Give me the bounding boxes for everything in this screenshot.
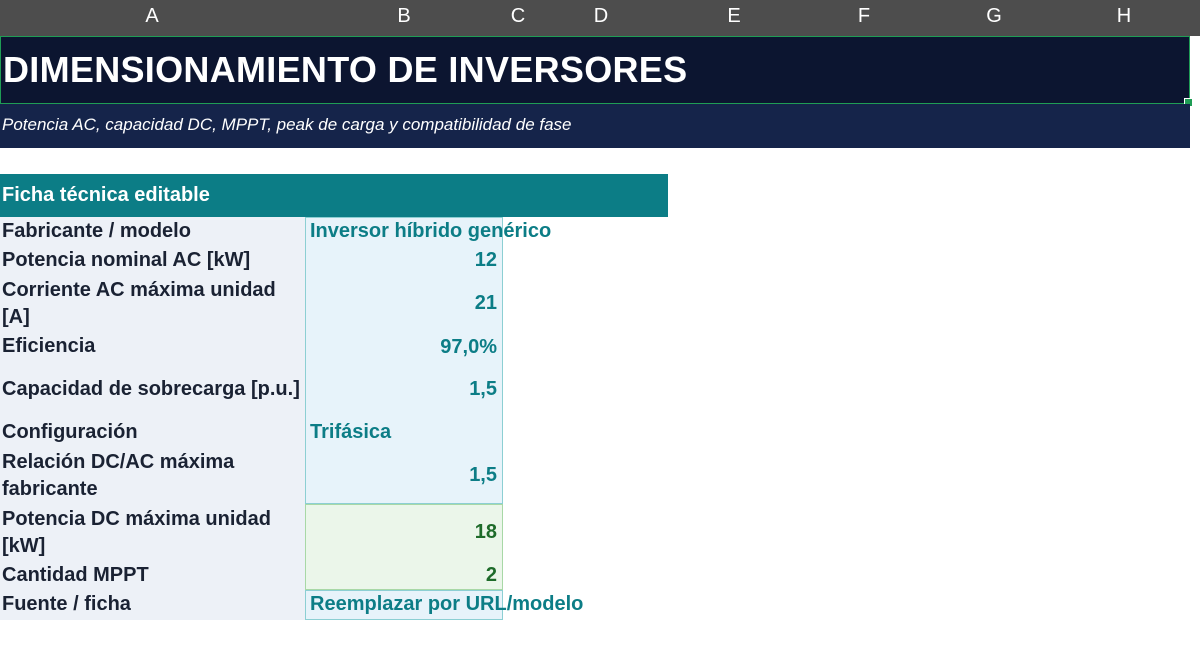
value-potencia-nominal[interactable]: 12 bbox=[474, 249, 497, 271]
value-cantidad-mppt[interactable]: 2 bbox=[485, 564, 497, 586]
label-relacion-dc-ac[interactable]: Relación DC/AC máxima fabricante bbox=[2, 451, 235, 500]
label-potencia-nominal[interactable]: Potencia nominal AC [kW] bbox=[2, 249, 251, 271]
label-sobrecarga[interactable]: Capacidad de sobrecarga [p.u.] bbox=[2, 378, 300, 400]
label-configuracion[interactable]: Configuración bbox=[2, 421, 138, 443]
input-cells-block bbox=[305, 217, 503, 504]
column-header-c[interactable]: C bbox=[510, 5, 526, 27]
title-cell[interactable]: DIMENSIONAMIENTO DE INVERSORES bbox=[0, 36, 1190, 104]
section-header[interactable]: Ficha técnica editable bbox=[0, 174, 668, 217]
label-fuente[interactable]: Fuente / ficha bbox=[2, 593, 131, 615]
value-corriente-ac[interactable]: 21 bbox=[474, 292, 497, 314]
column-header-d[interactable]: D bbox=[593, 5, 609, 27]
label-fabricante[interactable]: Fabricante / modelo bbox=[2, 220, 191, 242]
value-fuente[interactable]: Reemplazar por URL/modelo bbox=[310, 593, 584, 615]
sheet-subtitle: Potencia AC, capacidad DC, MPPT, peak de… bbox=[2, 115, 572, 134]
value-configuracion[interactable]: Trifásica bbox=[310, 421, 392, 443]
source-cell-block bbox=[305, 590, 503, 620]
value-fabricante[interactable]: Inversor híbrido genérico bbox=[310, 220, 552, 242]
section-title: Ficha técnica editable bbox=[2, 184, 210, 206]
value-potencia-dc[interactable]: 18 bbox=[474, 521, 497, 543]
column-header-f[interactable]: F bbox=[857, 5, 871, 27]
label-corriente-ac[interactable]: Corriente AC máxima unidad [A] bbox=[2, 279, 276, 328]
calculated-cells-block bbox=[305, 504, 503, 590]
value-sobrecarga[interactable]: 1,5 bbox=[469, 378, 497, 400]
label-cantidad-mppt[interactable]: Cantidad MPPT bbox=[2, 564, 149, 586]
column-header-g[interactable]: G bbox=[986, 5, 1002, 27]
label-eficiencia[interactable]: Eficiencia bbox=[2, 335, 96, 357]
label-column bbox=[0, 217, 306, 620]
subtitle-cell[interactable]: Potencia AC, capacidad DC, MPPT, peak de… bbox=[0, 104, 1190, 148]
value-relacion-dc-ac[interactable]: 1,5 bbox=[469, 464, 497, 486]
column-header-bar: A B C D E F G H bbox=[0, 0, 1200, 36]
sheet-title: DIMENSIONAMIENTO DE INVERSORES bbox=[3, 49, 688, 90]
label-potencia-dc[interactable]: Potencia DC máxima unidad [kW] bbox=[2, 508, 271, 557]
column-header-b[interactable]: B bbox=[397, 5, 411, 27]
value-eficiencia[interactable]: 97,0% bbox=[440, 336, 497, 358]
column-header-a[interactable]: A bbox=[145, 5, 159, 27]
column-header-h[interactable]: H bbox=[1116, 5, 1132, 27]
column-header-e[interactable]: E bbox=[727, 5, 741, 27]
